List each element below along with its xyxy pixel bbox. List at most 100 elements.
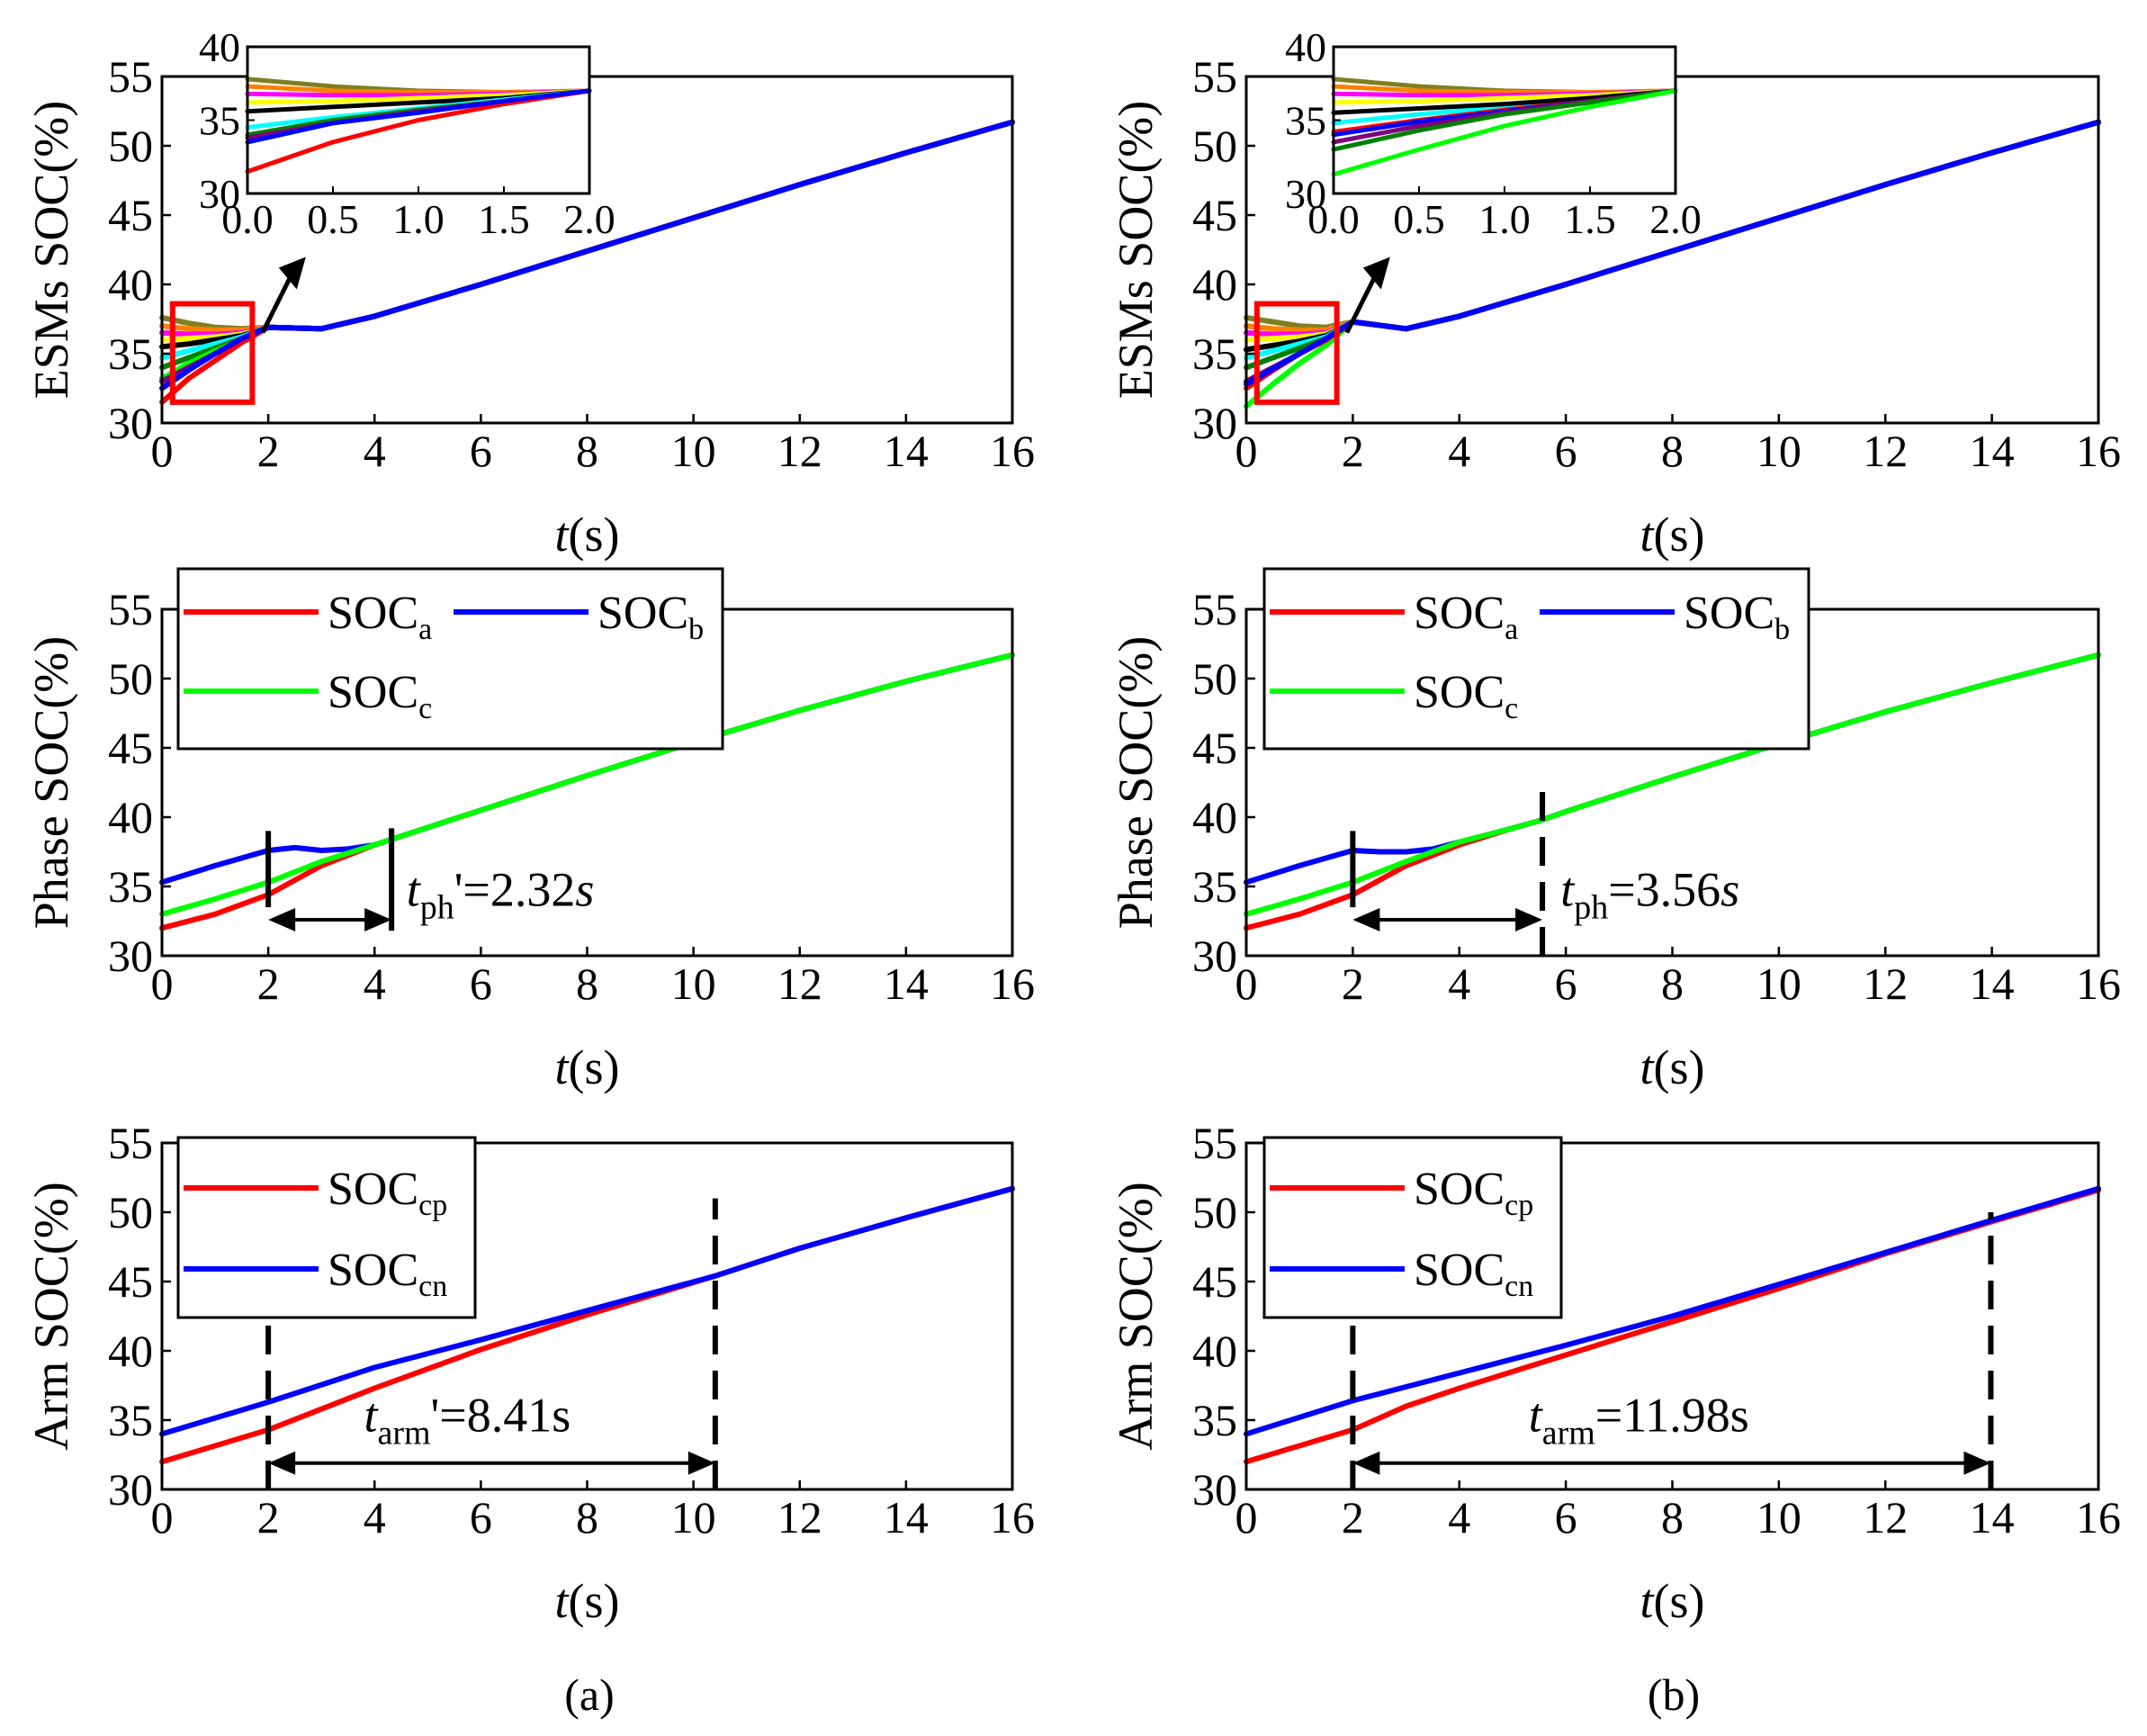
zoom-arrow-line [260, 277, 292, 334]
x-tick-label: 2 [1342, 1492, 1364, 1543]
x-tick-label: 4 [364, 426, 386, 476]
zoom-box [169, 301, 256, 405]
series-line-3 [159, 652, 1015, 917]
x-tick-label: 14 [884, 426, 929, 476]
x-tick-label: 6 [470, 958, 492, 1009]
x-tick-label: 10 [671, 1492, 716, 1543]
x-tick-label: 0 [1235, 426, 1258, 476]
interval-arrow-head-right [687, 1451, 715, 1475]
legend-box [176, 567, 724, 751]
y-tick-label: 30 [108, 398, 153, 448]
inset-background [1334, 47, 1675, 193]
y-tick-label: 50 [108, 121, 153, 171]
x-tick-label: 10 [1756, 1492, 1801, 1543]
x-tick-label: 16 [2076, 1492, 2121, 1543]
x-tick-label: 2 [257, 426, 280, 476]
inset-series-line-11 [1331, 88, 1678, 177]
x-tick-label: 4 [1448, 958, 1470, 1009]
legend-label-2: SOCcn [328, 1245, 447, 1303]
x-tick-label: 4 [1448, 1492, 1470, 1543]
chart-b2: 0 2 4 6 8 10 12 14 16 30 35 40 45 50 55 t(s) Phase SOC(%… [1109, 567, 2121, 1094]
y-tick-label: 55 [1192, 51, 1237, 102]
x-axis-label: t(s) [555, 1040, 620, 1094]
inset-x-tick-label: 1.5 [478, 196, 530, 242]
x-tick-label: 6 [1555, 1492, 1577, 1543]
x-tick-label: 6 [1555, 958, 1577, 1009]
y-axis-label: ESMs SOC(%) [24, 101, 78, 400]
legend-label-2: SOCcn [1414, 1245, 1533, 1303]
y-tick-label: 55 [108, 1118, 153, 1168]
x-tick-label: 8 [576, 958, 598, 1009]
x-axis-label: t(s) [555, 1574, 620, 1628]
y-tick-label: 40 [108, 259, 153, 310]
x-tick-label: 6 [470, 1492, 492, 1543]
y-tick-label: 45 [108, 1256, 153, 1307]
y-tick-label: 50 [1192, 653, 1237, 704]
x-tick-label: 6 [1555, 426, 1577, 476]
y-tick-label: 50 [108, 653, 153, 704]
x-tick-label: 2 [1342, 426, 1364, 476]
inset-x-tick-label: 1.5 [1564, 196, 1616, 242]
inset-x-tick-label: 0.0 [1307, 196, 1360, 242]
x-tick-label: 10 [1756, 958, 1801, 1009]
interval-annotation: tarm=11.98s [1529, 1388, 1749, 1452]
x-tick-label: 12 [777, 1492, 822, 1543]
inset-y-tick-label: 30 [1285, 171, 1326, 217]
zoom-arrow-head [1362, 256, 1390, 290]
x-tick-label: 0 [1235, 1492, 1258, 1543]
x-tick-label: 16 [2076, 958, 2121, 1009]
x-tick-label: 8 [1661, 1492, 1684, 1543]
y-tick-label: 35 [108, 1395, 153, 1445]
x-tick-label: 14 [1970, 958, 2015, 1009]
interval-arrow-head-left [268, 907, 296, 931]
legend-label-1: SOCa [1414, 588, 1518, 646]
y-tick-label: 35 [1192, 1395, 1237, 1445]
legend-box [1262, 1136, 1563, 1319]
legend-label-2: SOCb [597, 588, 704, 646]
interval-arrow-head-right [364, 907, 392, 931]
interval-arrow-head-right [1515, 907, 1543, 931]
x-tick-label: 16 [990, 1492, 1035, 1543]
y-tick-label: 50 [1192, 121, 1237, 171]
y-tick-label: 30 [108, 931, 153, 981]
y-tick-label: 30 [1192, 398, 1237, 448]
x-tick-label: 14 [884, 958, 929, 1009]
inset-x-tick-label: 0.0 [221, 196, 274, 242]
legend-box [1262, 567, 1810, 751]
y-tick-label: 55 [1192, 584, 1237, 634]
inset-x-tick-label: 1.0 [392, 196, 445, 242]
interval-arrow-head-left [1352, 1451, 1380, 1475]
inset-y-tick-label: 40 [1285, 24, 1326, 70]
chart-a1: 0 2 4 6 8 10 12 14 16 30 35 40 45 50 55 t(s) ESMs SOC(%)… [24, 24, 1035, 562]
chart-a2: 0 2 4 6 8 10 12 14 16 30 35 40 45 50 55 t(s) Phase SOC(%… [24, 567, 1035, 1094]
chart-b1: 0 2 4 6 8 10 12 14 16 30 35 40 45 50 55 t(s) ESMs SOC(%)… [1109, 24, 2121, 562]
y-tick-label: 35 [108, 861, 153, 912]
x-tick-label: 0 [151, 1492, 174, 1543]
y-tick-label: 55 [108, 584, 153, 634]
x-tick-label: 12 [1863, 1492, 1908, 1543]
x-tick-label: 12 [1863, 958, 1908, 1009]
y-tick-label: 50 [108, 1187, 153, 1237]
x-tick-label: 2 [257, 1492, 280, 1543]
x-tick-label: 8 [1661, 426, 1684, 476]
x-tick-label: 16 [2076, 426, 2121, 476]
y-axis-label: Phase SOC(%) [1109, 636, 1163, 929]
y-tick-label: 55 [1192, 1118, 1237, 1168]
y-tick-label: 45 [1192, 190, 1237, 240]
x-tick-label: 4 [364, 1492, 386, 1543]
inset-series-line-11 [245, 88, 592, 145]
y-tick-label: 45 [108, 190, 153, 240]
series-line-11 [159, 119, 1015, 391]
x-tick-label: 8 [1661, 958, 1684, 1009]
x-tick-label: 2 [257, 958, 280, 1009]
x-tick-label: 14 [1970, 426, 2015, 476]
y-tick-label: 35 [1192, 861, 1237, 912]
x-tick-label: 12 [777, 958, 822, 1009]
legend-box [176, 1136, 477, 1319]
caption-a: (a) [564, 1669, 615, 1720]
x-tick-label: 12 [1863, 426, 1908, 476]
legend-label-3: SOCc [328, 667, 432, 725]
x-tick-label: 12 [777, 426, 822, 476]
series-line-11 [1244, 119, 2101, 387]
x-tick-label: 10 [671, 426, 716, 476]
